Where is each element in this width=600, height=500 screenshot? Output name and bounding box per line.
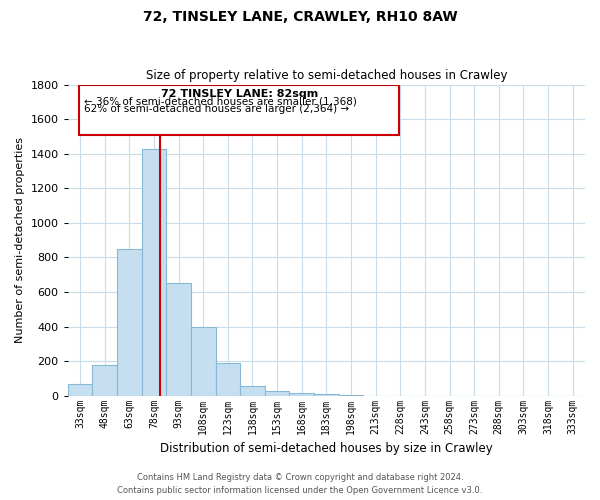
Bar: [240, 386, 265, 396]
Text: Contains HM Land Registry data © Crown copyright and database right 2024.
Contai: Contains HM Land Registry data © Crown c…: [118, 474, 482, 495]
Title: Size of property relative to semi-detached houses in Crawley: Size of property relative to semi-detach…: [146, 69, 507, 82]
Bar: [68, 384, 92, 396]
Bar: [265, 392, 289, 396]
Bar: [117, 248, 142, 396]
Text: ← 36% of semi-detached houses are smaller (1,368): ← 36% of semi-detached houses are smalle…: [84, 96, 357, 106]
X-axis label: Distribution of semi-detached houses by size in Crawley: Distribution of semi-detached houses by …: [160, 442, 493, 455]
Bar: [338, 395, 364, 396]
Text: 62% of semi-detached houses are larger (2,364) →: 62% of semi-detached houses are larger (…: [84, 104, 349, 115]
Bar: [166, 284, 191, 396]
Text: 72, TINSLEY LANE, CRAWLEY, RH10 8AW: 72, TINSLEY LANE, CRAWLEY, RH10 8AW: [143, 10, 457, 24]
Bar: [191, 326, 215, 396]
Y-axis label: Number of semi-detached properties: Number of semi-detached properties: [15, 137, 25, 343]
Text: 72 TINSLEY LANE: 82sqm: 72 TINSLEY LANE: 82sqm: [161, 89, 318, 99]
FancyBboxPatch shape: [79, 84, 400, 134]
Bar: [92, 364, 117, 396]
Bar: [142, 148, 166, 396]
Bar: [289, 393, 314, 396]
Bar: [314, 394, 338, 396]
Bar: [215, 363, 240, 396]
